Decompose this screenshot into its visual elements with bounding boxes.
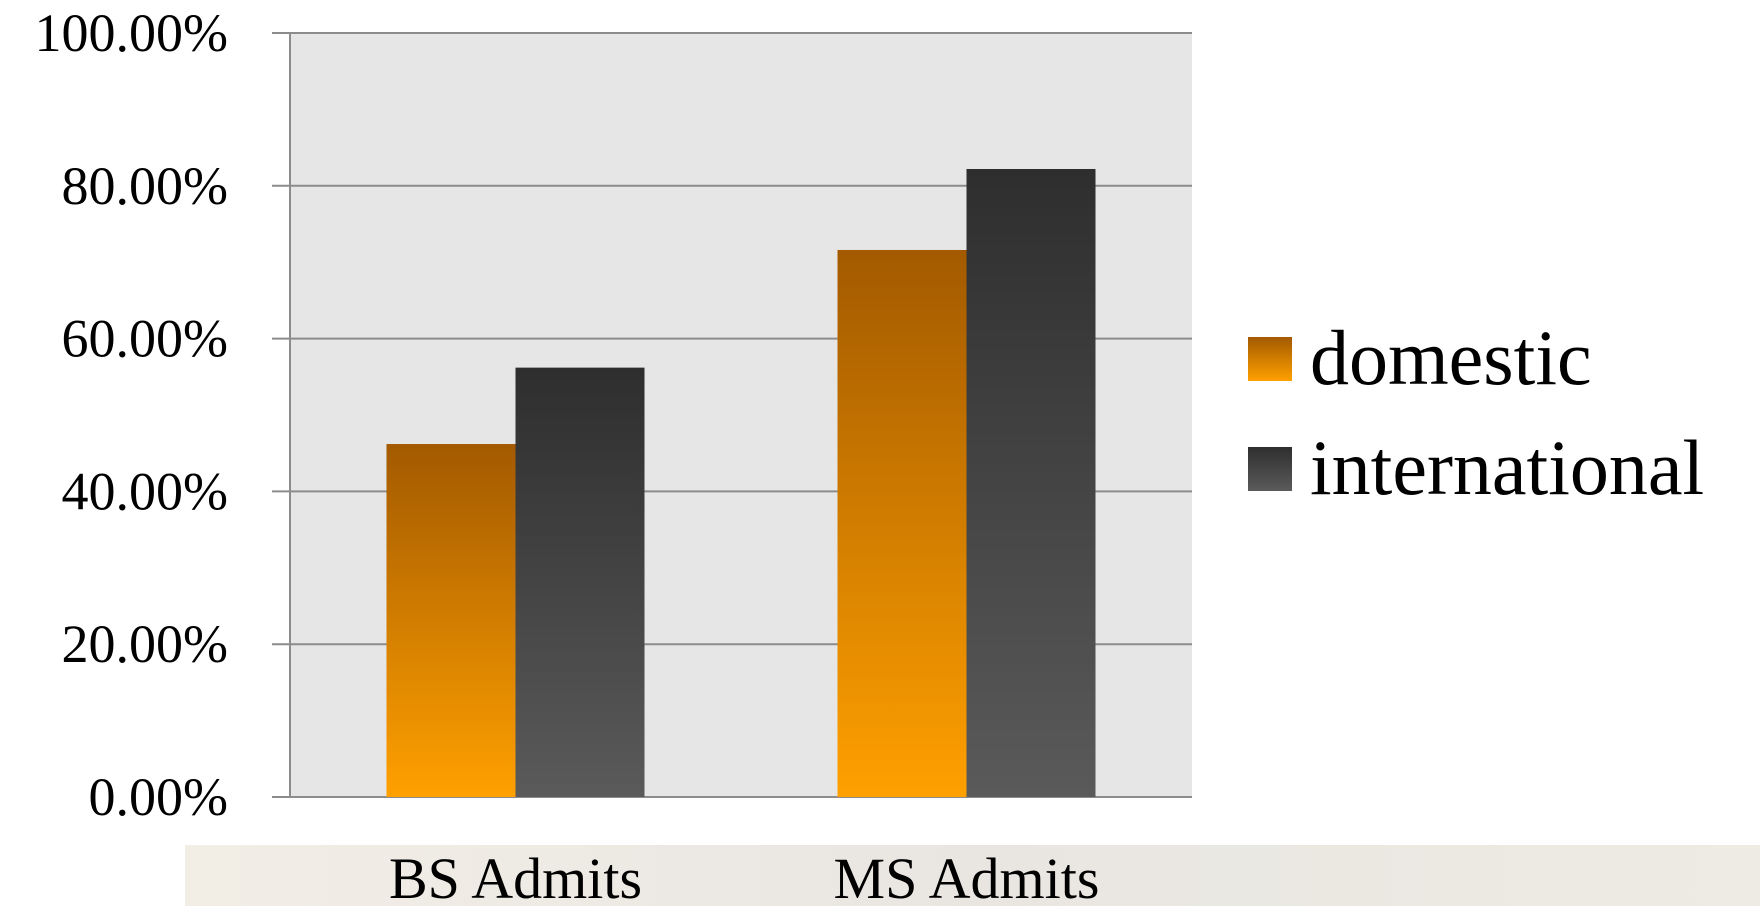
legend-swatch-domestic	[1248, 337, 1292, 381]
legend-label-domestic: domestic	[1310, 314, 1592, 401]
y-tick-label: 40.00%	[62, 461, 228, 521]
legend: domestic international	[1248, 314, 1704, 511]
y-tick-label: 20.00%	[62, 614, 228, 674]
x-category-label: MS Admits	[834, 846, 1100, 906]
bar-international-ms-admits	[966, 168, 1096, 797]
y-tick-label: 80.00%	[62, 156, 228, 216]
y-axis-tick-labels: 0.00% 20.00% 40.00% 60.00% 80.00% 100.00%	[35, 3, 228, 827]
bar-domestic-bs-admits	[386, 444, 516, 797]
x-axis-category-labels: BS Admits MS Admits	[389, 846, 1099, 906]
y-tick-label: 100.00%	[35, 3, 228, 63]
x-category-label: BS Admits	[389, 846, 642, 906]
legend-swatch-international	[1248, 447, 1292, 491]
bar-international-bs-admits	[515, 367, 645, 797]
background-strip	[185, 845, 1760, 906]
y-tick-label: 60.00%	[62, 309, 228, 369]
bars	[386, 168, 1096, 797]
bar-domestic-ms-admits	[837, 249, 967, 797]
y-tick-label: 0.00%	[89, 767, 228, 827]
legend-label-international: international	[1310, 424, 1704, 511]
